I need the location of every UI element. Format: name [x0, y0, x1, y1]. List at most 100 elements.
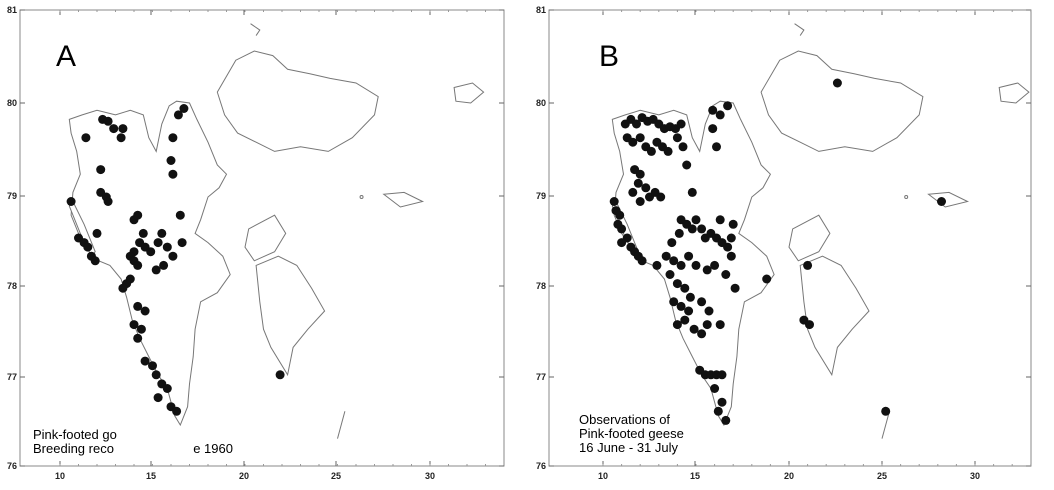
observation-point [687, 224, 697, 234]
lon-tick-label: 20 [239, 471, 249, 481]
lat-tick-label: 79 [7, 191, 17, 201]
observation-point [168, 133, 178, 143]
observation-point [637, 256, 647, 266]
observation-point [728, 219, 738, 229]
lon-tick-label: 15 [690, 471, 700, 481]
kong-karls-land-coast [927, 191, 970, 208]
edgeoya-coast [799, 255, 870, 377]
observation-point [646, 146, 656, 156]
observation-point [680, 315, 690, 325]
observation-point [177, 238, 187, 248]
observation-point [687, 187, 697, 197]
observation-point [652, 260, 662, 270]
caption-a-line-1: Pink-footed go [33, 427, 117, 442]
lon-tick-label: 30 [425, 471, 435, 481]
observation-point [676, 119, 686, 129]
observation-point [762, 274, 772, 284]
observation-point [667, 238, 677, 248]
observation-point [617, 238, 627, 248]
observation-point [723, 242, 733, 252]
observation-point [116, 133, 126, 143]
lon-tick-label: 25 [877, 471, 887, 481]
lat-tick-label: 81 [7, 5, 17, 15]
observation-point [691, 260, 701, 270]
observation-point [613, 219, 623, 229]
caption-a-line-2b: e 1960 [193, 441, 233, 456]
lat-tick-label: 76 [7, 461, 17, 471]
observation-point [672, 279, 682, 289]
observation-point [129, 320, 139, 330]
map-a-svg: 10 15 20 25 30 81 80 79 78 77 76 [7, 5, 505, 481]
lon-tick-label: 30 [970, 471, 980, 481]
lon-tick-label: 25 [331, 471, 341, 481]
observation-point [81, 133, 91, 143]
observation-point [153, 393, 163, 403]
observation-point [680, 283, 690, 293]
observation-point [723, 101, 733, 111]
observation-point [805, 320, 814, 330]
small-island [359, 194, 364, 199]
lat-tick-label: 78 [536, 281, 546, 291]
observation-point [628, 187, 638, 197]
observation-point [118, 124, 128, 134]
observation-point [691, 215, 701, 225]
observation-point [83, 242, 93, 252]
lat-tick-label: 77 [7, 372, 17, 382]
observation-point [109, 124, 119, 134]
observation-point [168, 251, 178, 261]
lat-tick-label: 76 [536, 461, 546, 471]
observation-point [669, 256, 679, 266]
observation-point [168, 169, 178, 179]
observation-point [162, 242, 172, 252]
observation-point [715, 215, 725, 225]
small-island [904, 194, 909, 199]
observation-point [881, 406, 891, 416]
observation-point [726, 251, 736, 261]
observation-point [96, 165, 106, 175]
observation-point [708, 105, 718, 115]
small-island-north [250, 23, 261, 36]
observation-point [672, 320, 682, 330]
observation-point [173, 110, 183, 120]
observation-point [103, 116, 113, 126]
hopen-island [337, 411, 346, 439]
observation-point [669, 297, 679, 307]
observation-point [140, 306, 150, 316]
observation-point [148, 361, 157, 371]
observation-point [685, 292, 695, 302]
observation-point [615, 210, 625, 220]
observation-point [140, 356, 150, 366]
lon-tick-label: 15 [146, 471, 156, 481]
observation-point [166, 156, 176, 165]
observation-point [635, 169, 645, 179]
caption-a-line-2a: Breeding reco [33, 441, 114, 456]
lat-tick-label: 78 [7, 281, 17, 291]
nordaustlandet-coast [760, 50, 924, 152]
observation-point [803, 260, 813, 270]
caption-b-line-1: Observations of [579, 412, 671, 427]
observation-point [710, 384, 720, 393]
observation-point [661, 251, 671, 261]
observation-point [702, 265, 712, 275]
observation-point [663, 146, 673, 156]
nordaustlandet-coast [216, 50, 379, 152]
lat-tick-label: 80 [536, 98, 546, 108]
caption-b-line-2: Pink-footed geese [579, 426, 684, 441]
observation-point [674, 228, 684, 238]
observation-point [684, 306, 694, 316]
caption-b: Observations of Pink-footed geese 16 Jun… [579, 413, 684, 455]
caption-a-line-2: Breeding reco e 1960 [33, 442, 233, 456]
observation-point [676, 260, 686, 270]
observation-point [689, 324, 699, 334]
observation-point [151, 265, 161, 275]
observation-point [609, 197, 619, 206]
observation-point [641, 183, 651, 193]
observation-point [937, 197, 946, 206]
observation-point [715, 320, 725, 330]
observation-point [678, 142, 688, 152]
observation-point [118, 283, 128, 293]
barentsoya-coast [788, 214, 831, 262]
observation-point [151, 370, 161, 380]
hopen-island [881, 411, 890, 439]
observation-point [672, 133, 682, 143]
